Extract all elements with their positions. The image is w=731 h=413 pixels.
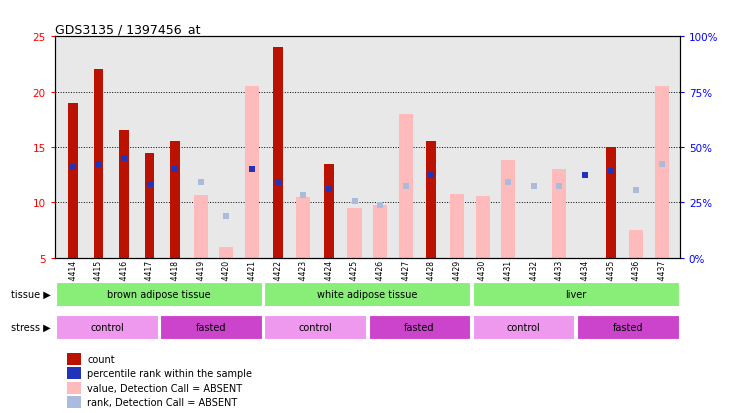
Bar — [245, 87, 259, 258]
Text: count: count — [87, 354, 115, 364]
Bar — [170, 142, 180, 258]
Text: fasted: fasted — [196, 322, 227, 332]
Bar — [160, 315, 262, 339]
Text: percentile rank within the sample: percentile rank within the sample — [87, 368, 252, 378]
Bar — [476, 196, 490, 258]
Bar — [606, 147, 616, 258]
Bar — [68, 103, 77, 258]
Text: liver: liver — [565, 289, 586, 299]
Text: white adipose tissue: white adipose tissue — [317, 289, 417, 299]
Bar — [629, 230, 643, 258]
Text: GDS3135 / 1397456_at: GDS3135 / 1397456_at — [55, 23, 200, 36]
Text: control: control — [298, 322, 332, 332]
Bar — [67, 382, 81, 394]
Bar — [273, 48, 283, 258]
Bar — [145, 153, 154, 258]
Bar — [655, 87, 669, 258]
Bar — [67, 353, 81, 365]
Bar — [347, 209, 362, 258]
Bar — [473, 282, 678, 306]
Text: control: control — [507, 322, 540, 332]
Bar — [194, 195, 208, 258]
Text: fasted: fasted — [404, 322, 435, 332]
Bar — [67, 368, 81, 379]
Bar — [56, 282, 262, 306]
Text: value, Detection Call = ABSENT: value, Detection Call = ABSENT — [87, 383, 243, 393]
Bar — [265, 315, 366, 339]
Bar — [265, 282, 470, 306]
Bar — [296, 197, 311, 258]
Bar — [219, 247, 233, 258]
Text: stress ▶: stress ▶ — [11, 322, 50, 332]
Text: control: control — [90, 322, 124, 332]
Bar — [450, 194, 464, 258]
Bar — [473, 315, 575, 339]
Bar — [67, 396, 81, 408]
Bar — [324, 164, 334, 258]
Bar — [398, 114, 413, 258]
Bar — [56, 315, 158, 339]
Bar — [119, 131, 129, 258]
Bar — [373, 205, 387, 258]
Text: fasted: fasted — [613, 322, 643, 332]
Bar — [577, 315, 678, 339]
Text: rank, Detection Call = ABSENT: rank, Detection Call = ABSENT — [87, 397, 238, 407]
Bar — [368, 315, 470, 339]
Bar — [553, 170, 567, 258]
Bar — [426, 142, 436, 258]
Bar — [501, 161, 515, 258]
Text: tissue ▶: tissue ▶ — [11, 289, 50, 299]
Text: brown adipose tissue: brown adipose tissue — [107, 289, 211, 299]
Bar — [94, 70, 103, 258]
